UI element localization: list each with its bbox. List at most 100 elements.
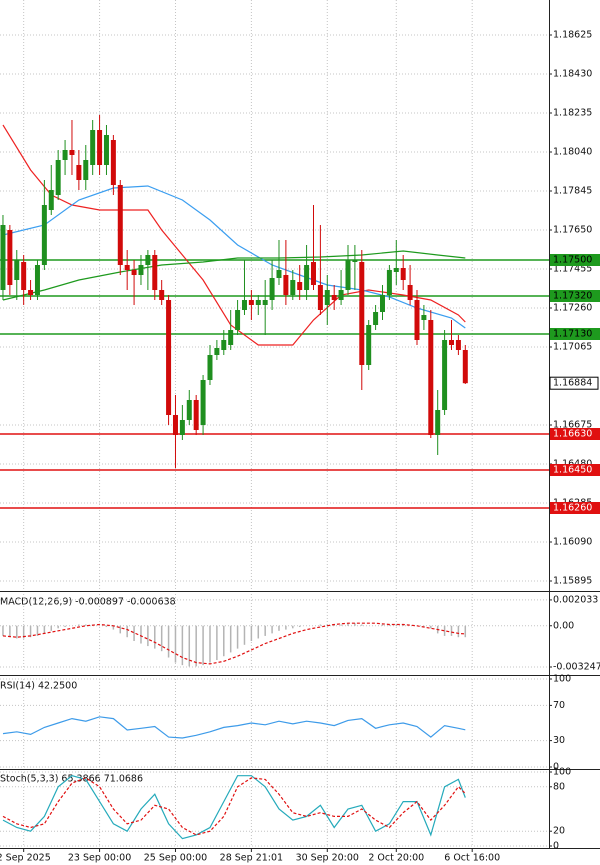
candle-body — [48, 190, 54, 210]
candle-body — [138, 265, 144, 275]
candle-body — [297, 282, 303, 290]
y-tick-label: 1.18430 — [553, 69, 592, 80]
level-label: 1.16450 — [553, 465, 592, 476]
macd-title: MACD(12,26,9) -0.000897 -0.000638 — [0, 597, 176, 608]
candle-body — [62, 150, 68, 160]
y-tick-label: 0.00 — [553, 620, 574, 631]
moving-average — [2, 185, 466, 329]
candle-body — [338, 290, 344, 300]
y-tick-label: 100 — [553, 767, 571, 778]
candle-body — [76, 165, 82, 180]
candle-body — [379, 295, 385, 312]
candle-body — [214, 348, 220, 355]
candle-body — [193, 400, 199, 430]
y-tick-label: 1.17845 — [553, 186, 592, 197]
y-tick-label: 1.18625 — [553, 30, 592, 41]
candle-body — [55, 160, 61, 195]
level-label: 1.16630 — [553, 429, 592, 440]
x-tick-label: 2 Oct 20:00 — [368, 853, 424, 864]
x-tick-label: 2 Sep 2025 — [0, 853, 51, 864]
x-tick-label: 23 Sep 00:00 — [68, 853, 131, 864]
candle-body — [221, 340, 227, 350]
candle-body — [97, 130, 103, 165]
candle-body — [0, 225, 6, 290]
stoch-title: Stoch(5,3,3) 65.3866 71.0686 — [0, 774, 143, 785]
y-tick-label: -0.003247 — [553, 662, 600, 673]
candle-body — [152, 255, 158, 290]
candle-body — [21, 262, 27, 290]
candle-body — [159, 290, 165, 300]
candle-body — [145, 255, 151, 265]
candle-body — [400, 268, 406, 280]
level-label: 1.17130 — [553, 329, 592, 340]
candle-body — [317, 285, 323, 310]
candle-body — [310, 262, 316, 285]
candle-body — [7, 230, 13, 285]
x-tick-label: 25 Sep 00:00 — [144, 853, 207, 864]
candle-body — [235, 310, 241, 330]
y-tick-label: 0 — [553, 841, 559, 852]
candle-body — [207, 355, 213, 380]
candle-body — [124, 265, 130, 270]
y-tick-label: 30 — [553, 735, 565, 746]
candle-body — [442, 340, 448, 410]
indicator-line — [2, 777, 466, 836]
candle-body — [359, 262, 365, 365]
level-label: 1.17320 — [553, 291, 592, 302]
candle-body — [172, 415, 178, 435]
y-tick-label: 1.17455 — [553, 264, 592, 275]
candle-body — [34, 265, 40, 295]
candle-body — [345, 260, 351, 290]
candle-body — [255, 300, 261, 305]
candle-body — [331, 295, 337, 300]
level-label: 1.17500 — [553, 255, 592, 266]
moving-average — [2, 250, 466, 301]
y-tick-label: 1.15895 — [553, 576, 592, 587]
candle-body — [393, 268, 399, 272]
candle-body — [117, 185, 123, 265]
y-tick-label: 1.16675 — [553, 420, 592, 431]
candle-body — [28, 290, 34, 295]
y-tick-label: 1.17650 — [553, 225, 592, 236]
candle-body — [110, 140, 116, 185]
level-tag — [550, 254, 600, 266]
macd-signal — [2, 622, 466, 665]
last-price-label: 1.16884 — [553, 378, 592, 389]
y-tick-label: 70 — [553, 700, 565, 711]
level-tag — [550, 328, 600, 340]
candle-body — [41, 205, 47, 265]
level-tag — [550, 502, 600, 514]
candle-body — [200, 380, 206, 425]
candle-body — [186, 400, 192, 420]
candle-body — [290, 280, 296, 295]
candle-body — [366, 325, 372, 365]
candle-body — [241, 300, 247, 310]
x-tick-label: 28 Sep 21:01 — [220, 853, 283, 864]
candle-body — [103, 135, 109, 165]
y-tick-label: 80 — [553, 781, 565, 792]
candle-body — [276, 270, 282, 278]
y-tick-label: 1.17260 — [553, 303, 592, 314]
y-tick-label: 1.17065 — [553, 342, 592, 353]
candle-body — [414, 300, 420, 340]
candle-body — [69, 150, 75, 155]
candle-body — [407, 285, 413, 300]
level-tag — [550, 428, 600, 440]
candle-body — [448, 340, 454, 345]
candle-body — [428, 320, 434, 435]
candle-body — [352, 260, 358, 262]
candle-body — [324, 290, 330, 305]
level-tag — [550, 464, 600, 476]
candle-body — [386, 270, 392, 295]
candle-body — [262, 300, 268, 305]
y-tick-label: 100 — [553, 674, 571, 685]
x-tick-label: 30 Sep 20:00 — [296, 853, 359, 864]
candle-body — [462, 350, 468, 384]
candle-body — [83, 160, 89, 180]
candle-body — [269, 278, 275, 300]
candle-body — [90, 130, 96, 165]
candle-body — [248, 300, 254, 305]
candle-body — [421, 315, 427, 320]
